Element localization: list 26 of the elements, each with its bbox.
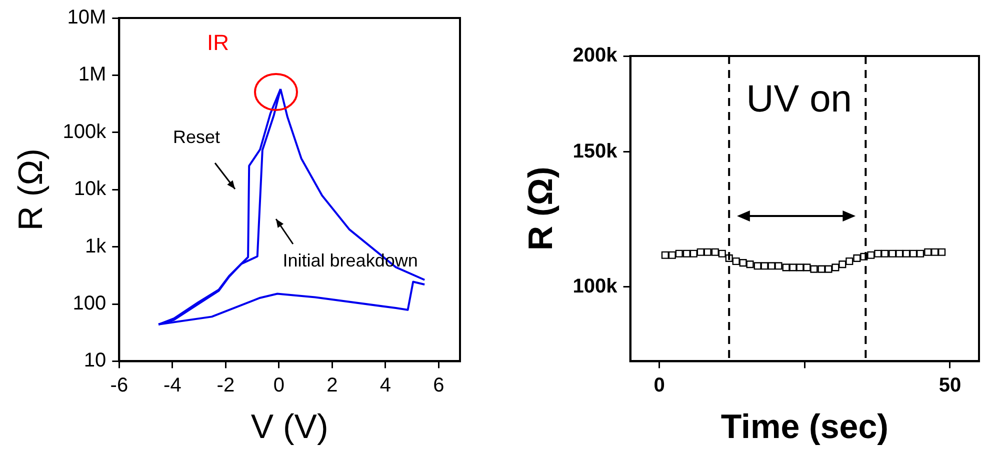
y-tick-label: 100 [72, 292, 106, 315]
x-tick-label: 4 [380, 374, 392, 397]
y-tick-label: 10 [84, 350, 106, 372]
annotation: IR [207, 30, 230, 55]
y-tick-label: 1M [78, 64, 106, 86]
y-axis-title: R (Ω) [522, 166, 560, 251]
x-tick-label: 0 [654, 374, 665, 397]
y-tick-label: 100k [572, 275, 618, 298]
x-tick-label: -2 [216, 374, 235, 397]
y-tick-label: 150k [572, 140, 618, 162]
x-tick-label: 6 [433, 374, 444, 397]
y-tick-label: 200k [572, 44, 618, 67]
y-tick-label: 1k [85, 235, 108, 258]
x-tick-label: -6 [110, 374, 128, 397]
annotation: Reset [173, 127, 220, 148]
x-tick-label: 0 [273, 374, 284, 397]
x-tick-label: 2 [326, 374, 338, 397]
y-tick-label: 10M [67, 6, 106, 29]
x-axis-title: V (V) [250, 408, 328, 446]
x-tick-label: -4 [164, 374, 182, 397]
x-axis-title: Time (sec) [720, 408, 888, 446]
y-tick-label: 100k [62, 120, 108, 143]
y-tick-label: 10k [74, 178, 108, 200]
y-axis-title: R (Ω) [12, 148, 50, 231]
x-tick-label: 50 [938, 374, 962, 397]
annotation: UV on [746, 78, 852, 121]
